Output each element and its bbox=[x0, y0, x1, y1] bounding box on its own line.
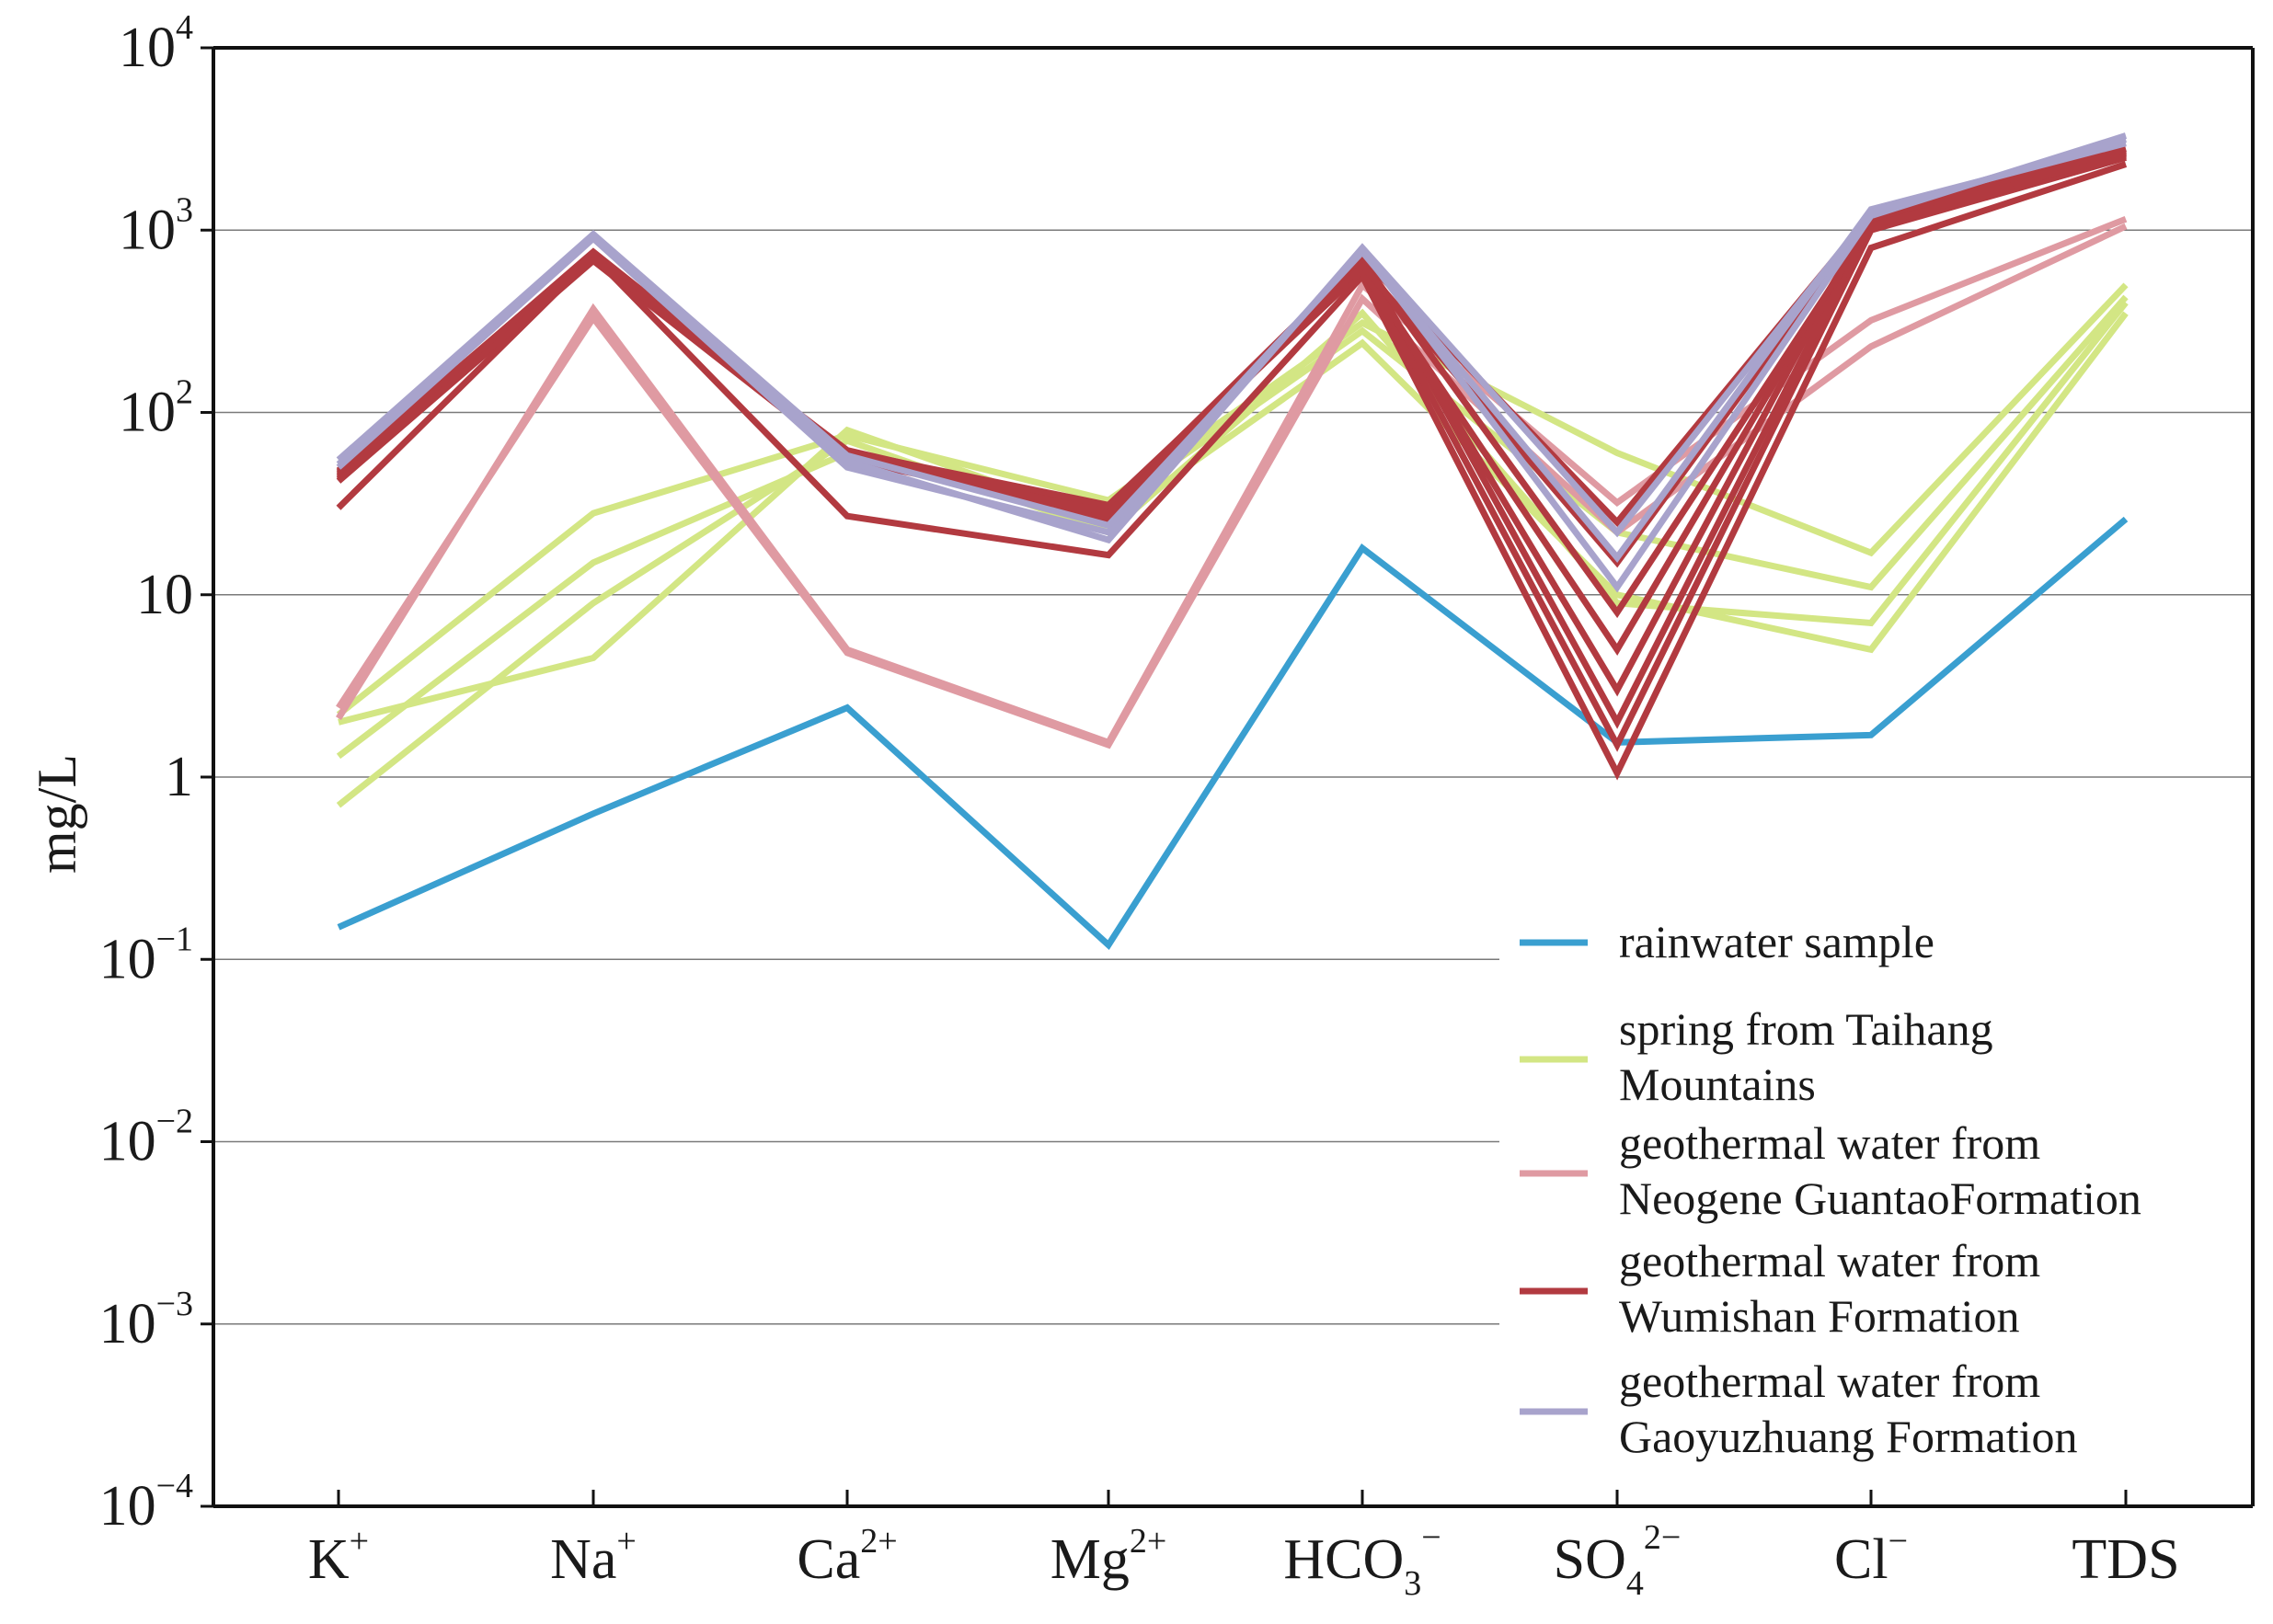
legend-label: geothermal water from bbox=[1619, 1235, 2040, 1287]
y-tick-label: 10 bbox=[136, 564, 193, 626]
legend-label: spring from Taihang bbox=[1619, 1003, 1993, 1055]
y-tick-label: 10−3 bbox=[99, 1285, 193, 1355]
y-tick-label: 10−4 bbox=[99, 1467, 193, 1538]
y-axis-label: mg/L bbox=[27, 754, 87, 874]
series-group bbox=[336, 215, 2128, 749]
plot-series bbox=[336, 132, 2129, 950]
series-line bbox=[338, 311, 2129, 726]
series-line bbox=[336, 136, 2127, 544]
legend-item: rainwater sample bbox=[1520, 916, 1934, 967]
x-tick-label: K+ bbox=[308, 1522, 369, 1591]
series-group bbox=[336, 132, 2128, 593]
y-tick-label: 103 bbox=[119, 190, 193, 261]
y-tick-label: 102 bbox=[119, 373, 193, 444]
x-tick-label: SO42− bbox=[1554, 1518, 1682, 1603]
series-line bbox=[336, 300, 2129, 808]
series-line bbox=[336, 223, 2128, 749]
legend-label: geothermal water from bbox=[1619, 1355, 2040, 1407]
series-group bbox=[337, 516, 2129, 950]
x-tick-label: HCO3− bbox=[1283, 1518, 1441, 1603]
x-tick-label: Cl− bbox=[1834, 1522, 1908, 1591]
series-line bbox=[336, 161, 2128, 781]
axes: 10−4 10−3 10−2 10−1 1 10 102 103 104 mg/L K+ Na+ Ca2… bbox=[27, 8, 2255, 1603]
legend-label: Wumishan Formation bbox=[1619, 1290, 2019, 1342]
y-tick-label: 10−1 bbox=[99, 920, 193, 990]
series-line bbox=[336, 215, 2128, 747]
legend-label: geothermal water from bbox=[1619, 1117, 2040, 1169]
x-tick-label: Ca2+ bbox=[797, 1522, 897, 1591]
legend: rainwater sample spring from TaihangMount… bbox=[1520, 916, 2141, 1462]
legend-label: Mountains bbox=[1619, 1058, 1816, 1110]
x-tick-label: Mg2+ bbox=[1050, 1522, 1167, 1591]
y-tick-label: 104 bbox=[119, 8, 193, 79]
series-line bbox=[337, 516, 2129, 950]
x-tick-label: TDS bbox=[2072, 1528, 2179, 1591]
x-tick-label: Na+ bbox=[550, 1522, 637, 1591]
legend-label: Gaoyuzhuang Formation bbox=[1619, 1411, 2078, 1462]
legend-label: rainwater sample bbox=[1619, 916, 1934, 967]
y-tick-label: 10−2 bbox=[99, 1103, 193, 1173]
y-tick-label: 1 bbox=[165, 746, 193, 808]
legend-label: Neogene GuantaoFormation bbox=[1619, 1172, 2141, 1224]
